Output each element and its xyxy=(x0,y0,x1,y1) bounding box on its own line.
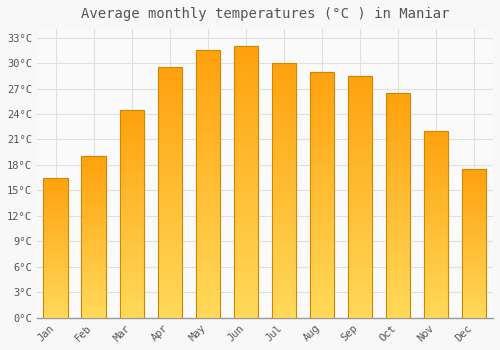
Bar xyxy=(348,76,372,318)
Bar xyxy=(272,63,296,318)
Bar xyxy=(44,178,68,318)
Bar xyxy=(158,67,182,318)
Bar xyxy=(82,156,106,318)
Bar xyxy=(234,46,258,318)
Bar xyxy=(424,131,448,318)
Bar xyxy=(462,169,486,318)
Title: Average monthly temperatures (°C ) in Maniar: Average monthly temperatures (°C ) in Ma… xyxy=(80,7,449,21)
Bar xyxy=(196,50,220,318)
Bar xyxy=(120,110,144,318)
Bar xyxy=(386,93,410,318)
Bar xyxy=(310,71,334,318)
